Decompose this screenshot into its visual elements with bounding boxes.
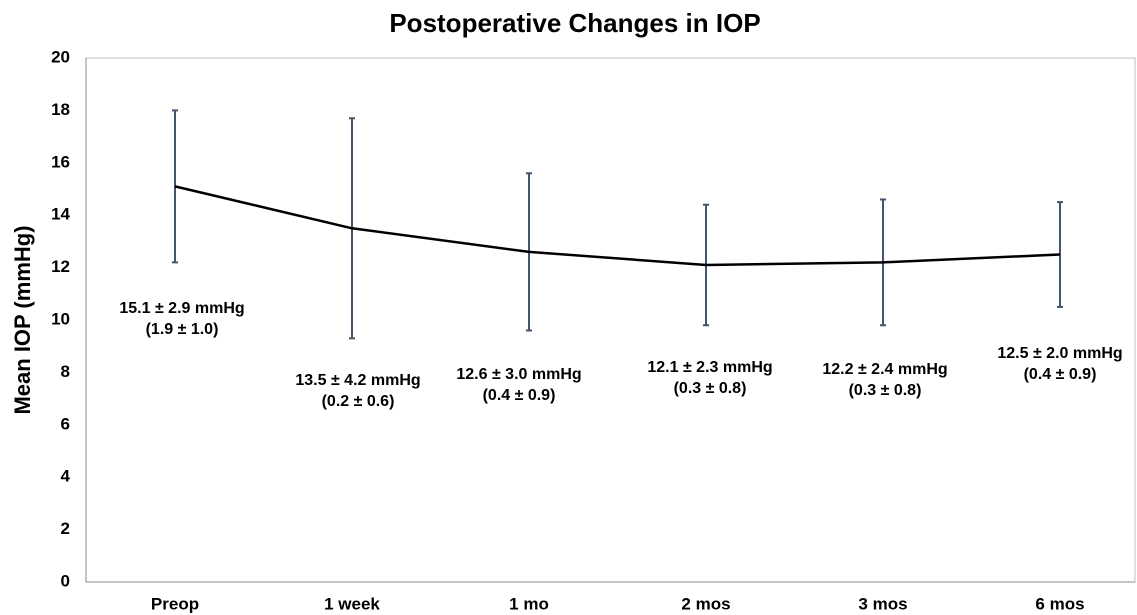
data-sublabel: (0.2 ± 0.6) — [322, 393, 395, 410]
plot-frame — [85, 57, 1136, 583]
y-tick-label: 4 — [61, 467, 71, 486]
data-label: 12.2 ± 2.4 mmHg — [822, 361, 947, 378]
y-tick-label: 8 — [61, 362, 70, 381]
data-sublabel: (1.9 ± 1.0) — [146, 321, 219, 338]
line — [174, 185, 1061, 267]
x-tick-label: 1 mo — [509, 594, 549, 613]
y-tick-label: 10 — [51, 309, 70, 328]
y-tick-label: 18 — [51, 100, 70, 119]
x-tick-label: 3 mos — [858, 594, 907, 613]
data-label: 12.5 ± 2.0 mmHg — [997, 345, 1122, 362]
data-label: 15.1 ± 2.9 mmHg — [119, 300, 244, 317]
x-tick-label: 2 mos — [681, 594, 730, 613]
data-label: 12.6 ± 3.0 mmHg — [456, 366, 581, 383]
chart-title: Postoperative Changes in IOP — [389, 8, 760, 38]
data-sublabel: (0.3 ± 0.8) — [674, 380, 747, 397]
data-sublabel: (0.3 ± 0.8) — [849, 382, 922, 399]
y-axis-label: Mean IOP (mmHg) — [10, 225, 35, 414]
y-tick-label: 2 — [61, 519, 70, 538]
y-tick-label: 6 — [61, 414, 70, 433]
data-sublabel: (0.4 ± 0.9) — [483, 387, 556, 404]
y-tick-label: 14 — [51, 205, 70, 224]
data-label: 13.5 ± 4.2 mmHg — [295, 372, 420, 389]
data-sublabel: (0.4 ± 0.9) — [1024, 366, 1097, 383]
data-label: 12.1 ± 2.3 mmHg — [647, 359, 772, 376]
y-tick-label: 20 — [51, 47, 70, 66]
y-tick-label: 0 — [61, 571, 70, 590]
x-tick-label: 6 mos — [1035, 594, 1084, 613]
x-tick-label: Preop — [151, 594, 199, 613]
y-tick-label: 16 — [51, 152, 70, 171]
x-tick-label: 1 week — [324, 594, 380, 613]
y-tick-label: 12 — [51, 257, 70, 276]
